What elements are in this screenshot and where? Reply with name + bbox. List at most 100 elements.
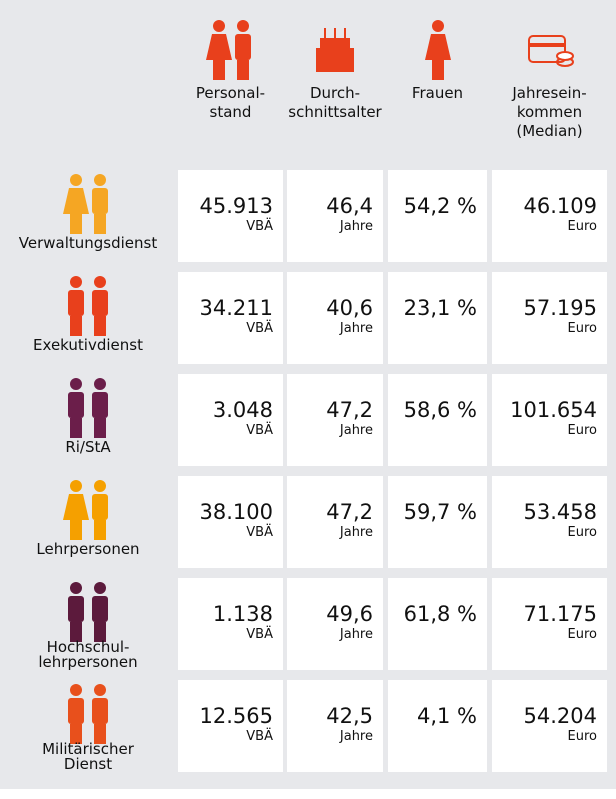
cell-value: 46.109 bbox=[524, 194, 597, 218]
header-label: Personal- bbox=[168, 84, 293, 103]
icon-cake-top bbox=[320, 38, 350, 48]
cell-unit: Jahre bbox=[340, 423, 373, 438]
icon bbox=[58, 274, 118, 338]
cell-value: 59,7 % bbox=[404, 500, 477, 524]
icon-head bbox=[94, 582, 106, 594]
page: body { margin: 0; width: 616px; height: … bbox=[0, 0, 616, 799]
row-icon bbox=[58, 478, 118, 546]
icon-head bbox=[70, 684, 82, 696]
icon-candles bbox=[325, 28, 345, 38]
cell: 4,1 % bbox=[388, 680, 487, 772]
cell: 38.100VBÄ bbox=[178, 476, 283, 568]
icon-card-stripe bbox=[529, 43, 565, 47]
icon-body bbox=[92, 596, 108, 622]
row-icon bbox=[58, 376, 118, 444]
icon-body bbox=[63, 494, 89, 540]
column-header: Personal-stand bbox=[168, 18, 293, 122]
icon-head bbox=[70, 276, 82, 288]
cell-value: 101.654 bbox=[510, 398, 597, 422]
cell-value: 54.204 bbox=[524, 704, 597, 728]
icon-cake bbox=[316, 48, 354, 72]
cell-unit: Jahre bbox=[340, 729, 373, 744]
cell-unit: VBÄ bbox=[246, 525, 273, 540]
cell: 23,1 % bbox=[388, 272, 487, 364]
row-header: Hochschul-lehrpersonen bbox=[0, 578, 176, 674]
cell-unit: VBÄ bbox=[246, 729, 273, 744]
table: Personal-standDurch-schnittsalterFrauenJ… bbox=[0, 0, 616, 789]
icon-head bbox=[213, 20, 225, 32]
row-header: Lehrpersonen bbox=[0, 476, 176, 572]
icon-body bbox=[63, 188, 89, 234]
icon-body bbox=[68, 596, 84, 622]
row-icon bbox=[58, 274, 118, 342]
icon-head bbox=[432, 20, 444, 32]
icon-body bbox=[235, 34, 251, 60]
row-label: Lehrpersonen bbox=[0, 542, 176, 557]
icon-head bbox=[94, 276, 106, 288]
cell-unit: Jahre bbox=[340, 627, 373, 642]
icon-body bbox=[92, 494, 108, 520]
header-label: kommen bbox=[482, 103, 616, 122]
cell-unit: Jahre bbox=[340, 219, 373, 234]
icon-head bbox=[237, 20, 249, 32]
icon bbox=[58, 478, 118, 542]
cell-value: 47,2 bbox=[326, 398, 373, 422]
cell-value: 12.565 bbox=[200, 704, 273, 728]
row-label-line: Dienst bbox=[0, 757, 176, 772]
icon bbox=[206, 18, 256, 80]
row-header: Verwaltungsdienst bbox=[0, 170, 176, 266]
cell-unit: Jahre bbox=[340, 321, 373, 336]
header-label: (Median) bbox=[482, 122, 616, 141]
row-label: Verwaltungsdienst bbox=[0, 236, 176, 251]
cell-unit: Euro bbox=[568, 525, 597, 540]
cell-value: 53.458 bbox=[524, 500, 597, 524]
row-label: Exekutivdienst bbox=[0, 338, 176, 353]
icon-legs bbox=[70, 316, 82, 336]
cell: 59,7 % bbox=[388, 476, 487, 568]
cell-value: 45.913 bbox=[200, 194, 273, 218]
cell: 54,2 % bbox=[388, 170, 487, 262]
cell-value: 38.100 bbox=[200, 500, 273, 524]
icon-head bbox=[70, 378, 82, 390]
cell-value: 40,6 bbox=[326, 296, 373, 320]
cell-unit: Euro bbox=[568, 321, 597, 336]
cell-value: 4,1 % bbox=[417, 704, 477, 728]
cell-unit: VBÄ bbox=[246, 219, 273, 234]
icon bbox=[423, 18, 453, 80]
cell-value: 42,5 bbox=[326, 704, 373, 728]
cell: 101.654Euro bbox=[492, 374, 607, 466]
row-label-line: lehrpersonen bbox=[0, 655, 176, 670]
cell: 46,4Jahre bbox=[287, 170, 383, 262]
icon bbox=[310, 18, 360, 80]
icon-head bbox=[94, 174, 106, 186]
row-header: Ri/StA bbox=[0, 374, 176, 470]
icon-legs bbox=[70, 418, 82, 438]
row-label-line: Ri/StA bbox=[0, 440, 176, 455]
icon bbox=[525, 18, 575, 80]
icon-body bbox=[68, 290, 84, 316]
header-icon bbox=[378, 18, 497, 84]
header-label: schnittsalter bbox=[277, 103, 393, 122]
cell: 61,8 % bbox=[388, 578, 487, 670]
cell-unit: VBÄ bbox=[246, 627, 273, 642]
icon-head bbox=[94, 684, 106, 696]
cell-value: 57.195 bbox=[524, 296, 597, 320]
icon bbox=[58, 172, 118, 236]
icon-head bbox=[94, 378, 106, 390]
icon-body bbox=[92, 392, 108, 418]
icon-body bbox=[92, 188, 108, 214]
cell-value: 1.138 bbox=[213, 602, 273, 626]
cell-unit: Jahre bbox=[340, 525, 373, 540]
row-header: Exekutivdienst bbox=[0, 272, 176, 368]
row-label-line: Verwaltungsdienst bbox=[0, 236, 176, 251]
icon-legs bbox=[94, 520, 106, 540]
cell: 58,6 % bbox=[388, 374, 487, 466]
cell-unit: Euro bbox=[568, 423, 597, 438]
